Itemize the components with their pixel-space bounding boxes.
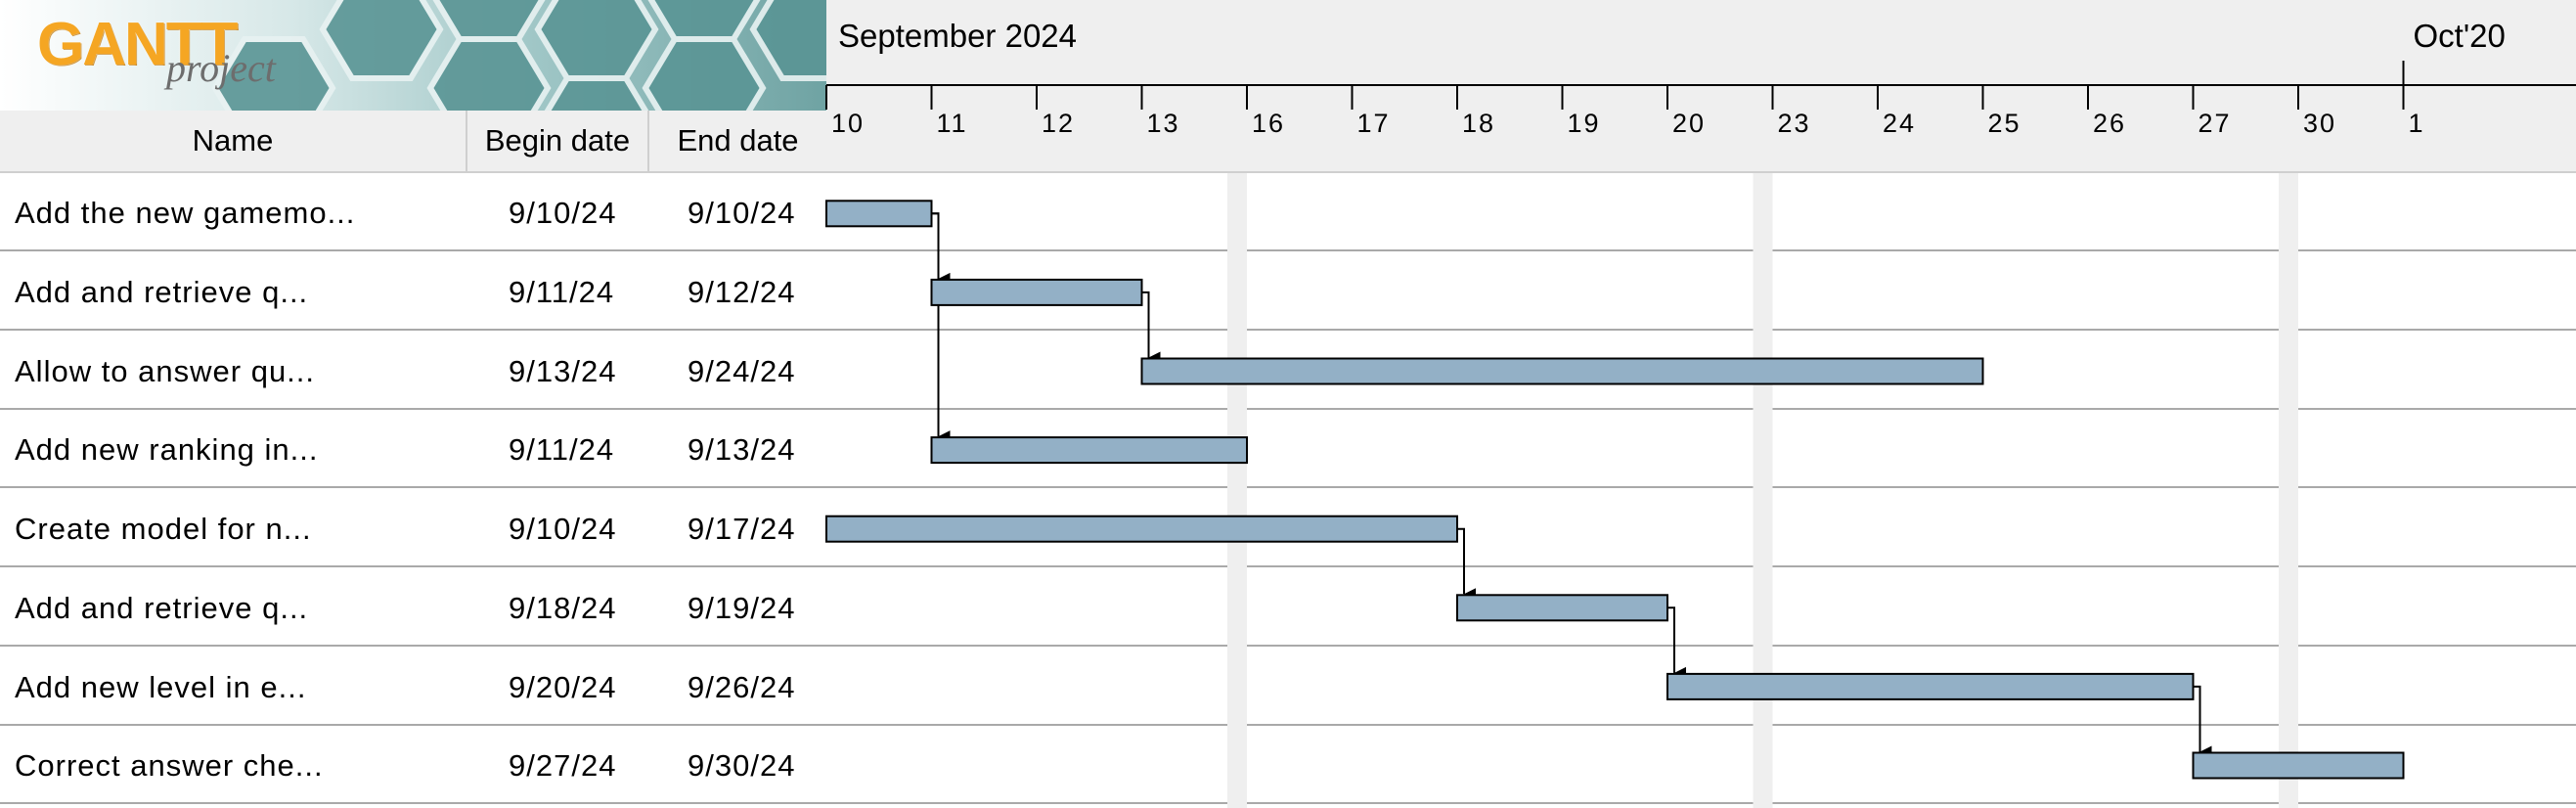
day-label: 17 <box>1357 109 1391 138</box>
task-begin-cell: 9/27/24 <box>509 748 617 783</box>
row-divider <box>0 565 2576 567</box>
day-label: 20 <box>1672 109 1706 138</box>
task-name-cell: Correct answer che... <box>15 748 324 783</box>
day-label: 24 <box>1883 109 1916 138</box>
task-bar[interactable] <box>1456 594 1668 622</box>
day-label: 19 <box>1568 109 1601 138</box>
task-bar[interactable] <box>930 278 1143 306</box>
weekend-band <box>1753 173 1773 808</box>
task-bar[interactable] <box>2192 751 2405 780</box>
dependency-arrow <box>1457 527 1476 601</box>
task-bar[interactable] <box>825 515 1458 543</box>
task-end-cell: 9/24/24 <box>688 354 796 388</box>
day-label: 27 <box>2198 109 2232 138</box>
task-bar[interactable] <box>930 436 1248 465</box>
day-label: 1 <box>2409 109 2425 138</box>
task-begin-cell: 9/18/24 <box>509 591 617 625</box>
timeline-header <box>826 0 2576 173</box>
row-divider <box>0 724 2576 726</box>
task-bar[interactable] <box>1140 357 1984 385</box>
ganttproject-logo: GANTT project <box>0 0 826 111</box>
task-name-cell: Add new level in e... <box>15 670 307 704</box>
day-label: 16 <box>1252 109 1285 138</box>
day-label: 11 <box>937 109 968 138</box>
task-end-cell: 9/13/24 <box>688 432 796 467</box>
day-label: 23 <box>1778 109 1811 138</box>
task-begin-cell: 9/13/24 <box>509 354 617 388</box>
task-end-cell: 9/17/24 <box>688 512 796 546</box>
column-header-name[interactable]: Name <box>0 111 467 171</box>
task-end-cell: 9/19/24 <box>688 591 796 625</box>
dependency-arrow <box>931 212 951 443</box>
task-name-cell: Add new ranking in... <box>15 432 319 467</box>
task-name-cell: Add and retrieve q... <box>15 275 309 309</box>
row-divider <box>0 408 2576 410</box>
task-begin-cell: 9/11/24 <box>509 275 615 309</box>
task-end-cell: 9/30/24 <box>688 748 796 783</box>
task-table-header: Name Begin date End date <box>0 111 826 173</box>
row-divider <box>0 486 2576 488</box>
day-label: 25 <box>1988 109 2021 138</box>
task-name-cell: Add the new gamemo... <box>15 196 356 230</box>
month-label: Oct'20 <box>2414 18 2506 54</box>
row-divider <box>0 645 2576 647</box>
task-end-cell: 9/10/24 <box>688 196 796 230</box>
task-begin-cell: 9/11/24 <box>509 432 615 467</box>
logo-sub-text: project <box>166 46 276 90</box>
row-divider <box>0 329 2576 331</box>
weekend-band <box>1227 173 1247 808</box>
dependency-arrow <box>1667 606 1686 679</box>
task-end-cell: 9/26/24 <box>688 670 796 704</box>
dependency-arrow <box>1141 291 1161 364</box>
task-begin-cell: 9/10/24 <box>509 512 617 546</box>
row-divider <box>0 249 2576 251</box>
row-divider <box>0 802 2576 804</box>
day-label: 10 <box>831 109 865 138</box>
day-label: 30 <box>2303 109 2336 138</box>
task-begin-cell: 9/10/24 <box>509 196 617 230</box>
task-bar[interactable] <box>825 200 933 228</box>
day-label: 13 <box>1147 109 1180 138</box>
day-label: 26 <box>2093 109 2126 138</box>
day-label: 18 <box>1462 109 1495 138</box>
task-name-cell: Create model for n... <box>15 512 312 546</box>
task-name-cell: Add and retrieve q... <box>15 591 309 625</box>
task-name-cell: Allow to answer qu... <box>15 354 316 388</box>
task-begin-cell: 9/20/24 <box>509 670 617 704</box>
dependency-arrow <box>931 212 951 285</box>
dependency-arrow <box>2193 685 2212 758</box>
month-label: September 2024 <box>838 18 1077 54</box>
column-header-begin-date[interactable]: Begin date <box>467 111 649 171</box>
column-header-end-date[interactable]: End date <box>677 123 799 157</box>
task-bar[interactable] <box>1666 672 2195 700</box>
weekend-band <box>2279 173 2298 808</box>
task-end-cell: 9/12/24 <box>688 275 796 309</box>
logo-brand-text: GANTT <box>37 11 239 78</box>
day-label: 12 <box>1042 109 1075 138</box>
